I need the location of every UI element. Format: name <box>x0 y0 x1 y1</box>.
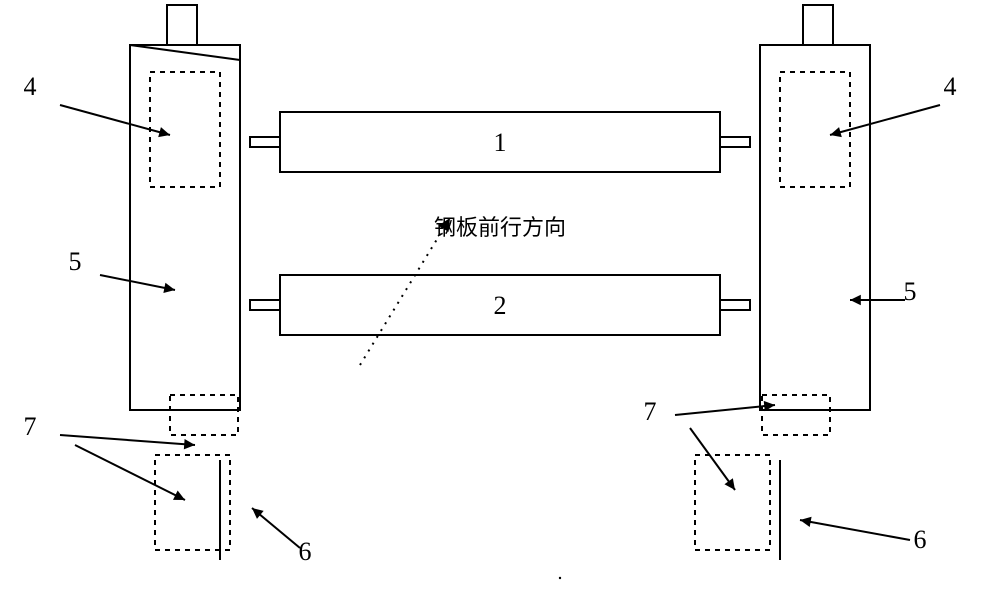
callout-right-4-label: 4 <box>944 72 957 101</box>
right-column <box>760 45 870 410</box>
right-base-inner-dash <box>695 455 770 550</box>
right-top-peg <box>803 5 833 45</box>
mechanical-diagram: 1 2 钢板前行方向 4 4 5 5 7 7 6 6 <box>0 0 1000 612</box>
arrow-head <box>830 127 842 137</box>
callout-left-5-label: 5 <box>69 247 82 276</box>
arrow-head <box>850 295 861 305</box>
callout-right-6-label: 6 <box>914 525 927 554</box>
arrow-head <box>800 517 812 527</box>
lower-roller-axle-l <box>250 300 280 310</box>
left-base-notch-dash <box>170 395 238 435</box>
upper-roller-axle-l <box>250 137 280 147</box>
upper-roller-axle-r <box>720 137 750 147</box>
callout-left-4-label: 4 <box>24 72 37 101</box>
lower-roller-label: 2 <box>494 291 507 320</box>
callout-right-6-leader <box>800 520 910 540</box>
arrow-head <box>184 439 195 449</box>
arrow-head <box>163 283 175 293</box>
left-base-inner-dash <box>155 455 230 550</box>
callout-left-7-leader <box>60 435 195 445</box>
callout-left-inner-leader <box>75 445 185 500</box>
arrow-head <box>158 127 170 137</box>
callout-right-inner-leader <box>690 428 735 490</box>
artifact-dot <box>559 577 561 579</box>
callout-left-7-label: 7 <box>24 412 37 441</box>
left-col-back-top <box>130 45 240 60</box>
lower-roller-axle-r <box>720 300 750 310</box>
right-base-notch-dash <box>762 395 830 435</box>
callout-right-4-leader <box>830 105 940 135</box>
left-top-peg <box>167 5 197 45</box>
callout-left-5-leader <box>100 275 175 290</box>
upper-roller-label: 1 <box>494 128 507 157</box>
callout-right-7-label: 7 <box>644 397 657 426</box>
direction-arrow-line <box>360 218 450 365</box>
direction-text: 钢板前行方向 <box>434 215 566 240</box>
callout-left-4-leader <box>60 105 170 135</box>
arrow-head <box>724 478 735 490</box>
callout-right-5-label: 5 <box>904 277 917 306</box>
callout-left-6-label: 6 <box>299 537 312 566</box>
left-column <box>130 45 240 410</box>
